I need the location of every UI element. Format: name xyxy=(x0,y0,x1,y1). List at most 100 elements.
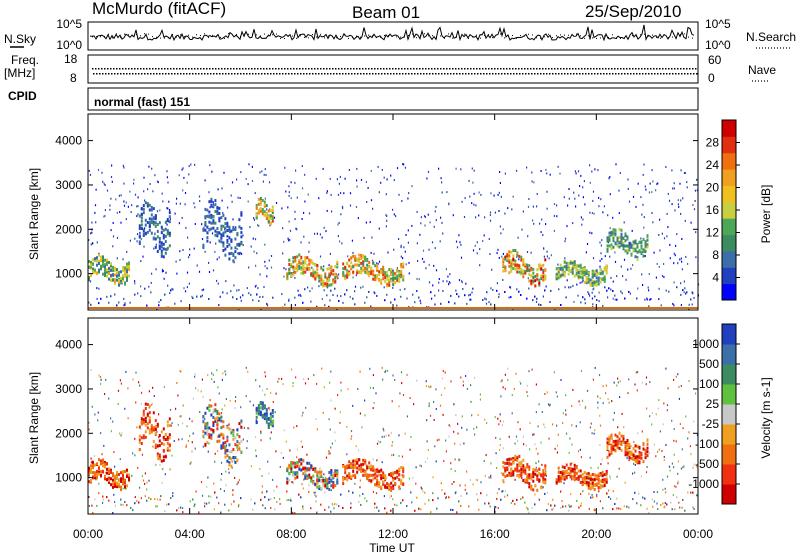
echo-cell xyxy=(391,441,394,444)
echo-cell xyxy=(350,437,352,440)
echo-cell xyxy=(484,297,486,300)
echo-cell xyxy=(334,265,337,268)
echo-cell xyxy=(396,274,399,278)
echo-cell xyxy=(116,485,118,489)
echo-cell xyxy=(402,257,404,260)
echo-cell xyxy=(261,401,264,405)
freq-point xyxy=(635,68,637,70)
echo-cell xyxy=(160,245,163,249)
echo-cell xyxy=(167,181,169,184)
echo-cell xyxy=(314,482,317,486)
echo-cell xyxy=(90,263,92,267)
echo-cell xyxy=(601,272,604,276)
echo-cell xyxy=(150,217,153,221)
echo-cell xyxy=(679,423,681,426)
echo-cell xyxy=(603,277,606,281)
echo-cell xyxy=(263,203,266,207)
nave-point xyxy=(162,73,164,75)
echo-cell xyxy=(218,219,221,223)
echo-cell xyxy=(488,301,490,304)
echo-cell xyxy=(626,244,629,248)
echo-cell xyxy=(398,455,400,457)
echo-cell xyxy=(405,263,407,266)
echo-cell xyxy=(478,191,480,194)
freq-point xyxy=(566,68,568,70)
echo-cell xyxy=(579,269,582,273)
echo-cell xyxy=(651,212,653,214)
nave-point xyxy=(618,73,620,75)
echo-cell xyxy=(348,465,351,469)
echo-cell xyxy=(386,284,389,288)
echo-cell xyxy=(535,466,537,469)
echo-cell xyxy=(148,208,151,212)
echo-cell xyxy=(139,486,141,489)
echo-cell xyxy=(334,474,337,477)
echo-cell xyxy=(648,191,650,194)
echo-cell xyxy=(158,244,161,248)
echo-cell xyxy=(352,463,355,467)
nave-point xyxy=(96,73,98,75)
freq-point xyxy=(380,68,382,70)
echo-cell xyxy=(524,271,527,275)
echo-cell xyxy=(680,212,682,215)
echo-cell xyxy=(583,471,586,474)
echo-cell xyxy=(358,500,360,503)
echo-cell xyxy=(602,402,604,405)
echo-cell xyxy=(352,252,354,254)
echo-cell xyxy=(154,237,157,241)
echo-cell xyxy=(137,205,139,208)
nave-point xyxy=(681,73,683,75)
echo-cell xyxy=(542,271,545,275)
echo-cell xyxy=(394,276,397,280)
echo-cell xyxy=(162,427,165,431)
echo-cell xyxy=(321,367,323,370)
echo-cell xyxy=(589,482,592,486)
nave-point xyxy=(270,73,272,75)
echo-cell xyxy=(313,374,315,377)
echo-cell xyxy=(363,236,365,239)
echo-cell xyxy=(211,372,213,375)
nsearch-point xyxy=(544,36,545,38)
echo-cell xyxy=(524,501,526,504)
echo-cell xyxy=(426,440,428,443)
echo-cell xyxy=(427,448,429,451)
echo-cell xyxy=(412,476,414,479)
echo-cell xyxy=(564,286,566,289)
echo-cell xyxy=(150,221,153,225)
echo-cell xyxy=(526,391,528,394)
echo-cell xyxy=(526,477,529,481)
echo-cell xyxy=(492,289,494,291)
echo-cell xyxy=(559,479,562,483)
echo-cell xyxy=(134,454,136,457)
echo-cell xyxy=(376,478,379,482)
echo-cell xyxy=(512,470,515,474)
echo-cell xyxy=(646,466,648,468)
echo-cell xyxy=(540,441,542,444)
echo-cell xyxy=(398,434,400,437)
echo-cell xyxy=(112,273,114,277)
echo-cell xyxy=(598,300,600,303)
echo-cell xyxy=(520,255,523,259)
echo-cell xyxy=(593,508,595,511)
freq-point xyxy=(194,68,196,70)
echo-cell xyxy=(228,451,231,453)
echo-cell xyxy=(300,468,303,472)
echo-cell xyxy=(300,257,303,261)
echo-cell xyxy=(208,228,211,232)
echo-cell xyxy=(616,384,618,387)
freq-point xyxy=(479,68,481,70)
echo-cell xyxy=(235,396,237,398)
echo-cell xyxy=(322,279,325,283)
echo-cell xyxy=(425,267,427,270)
echo-cell xyxy=(351,239,353,242)
echo-cell xyxy=(136,205,138,208)
echo-cell xyxy=(668,199,671,202)
echo-cell xyxy=(508,260,511,264)
echo-cell xyxy=(510,259,513,263)
echo-cell xyxy=(563,475,566,479)
echo-cell xyxy=(269,412,272,416)
echo-cell xyxy=(198,511,200,514)
echo-cell xyxy=(128,261,130,265)
echo-cell xyxy=(655,276,657,279)
echo-cell xyxy=(520,473,523,477)
